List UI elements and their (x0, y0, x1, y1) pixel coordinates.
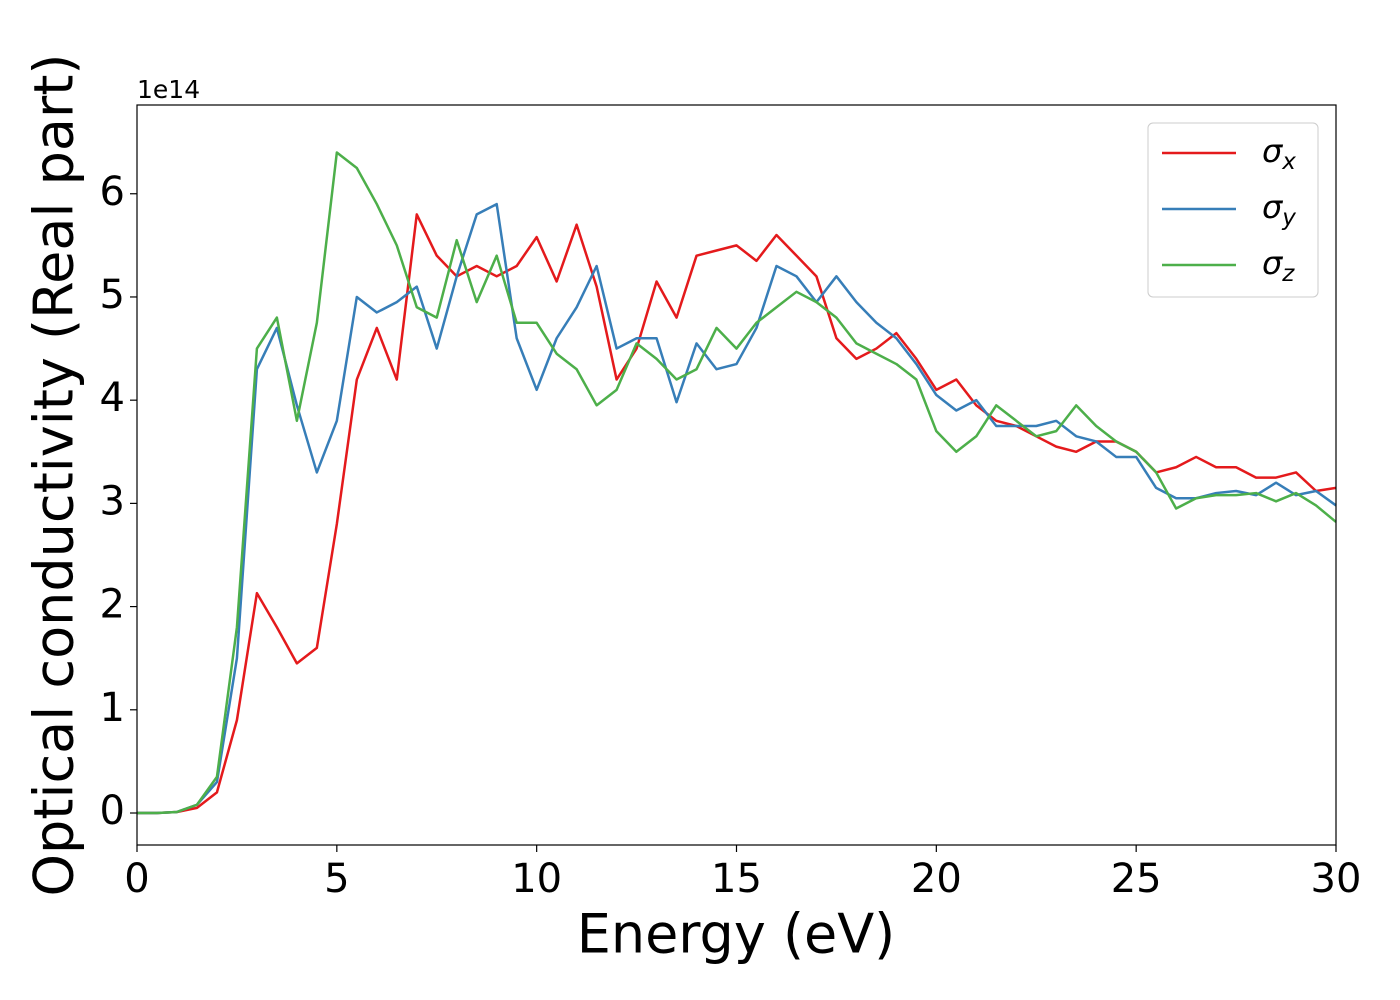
x-tick-label: 5 (324, 856, 349, 902)
y-tick-label: 2 (100, 582, 125, 628)
x-tick-label: 0 (124, 856, 149, 902)
y-tick-label: 5 (100, 272, 125, 318)
y-tick-label: 4 (100, 375, 125, 421)
y-axis-label: Optical conductivity (Real part) (23, 54, 86, 897)
x-tick-label: 15 (711, 856, 762, 902)
y-tick-label: 3 (100, 478, 125, 524)
y-tick-label: 1 (100, 685, 125, 731)
series-line (137, 213, 1337, 815)
series-line (137, 202, 1337, 815)
legend-label: σz (1262, 244, 1295, 287)
x-tick-label: 10 (511, 856, 562, 902)
y-tick-label: 6 (100, 169, 125, 215)
legend-label: σy (1262, 188, 1296, 231)
x-tick-label: 25 (1111, 856, 1162, 902)
y-tick-label: 0 (100, 788, 125, 834)
legend-label: σx (1262, 132, 1296, 175)
plot-frame (136, 104, 1337, 846)
y-offset-label: 1e14 (137, 75, 200, 104)
series-line (137, 151, 1337, 815)
x-tick-label: 30 (1311, 856, 1362, 902)
x-tick-label: 20 (911, 856, 962, 902)
x-axis-label: Energy (eV) (577, 903, 896, 966)
legend: σx σy σz (1147, 122, 1319, 298)
